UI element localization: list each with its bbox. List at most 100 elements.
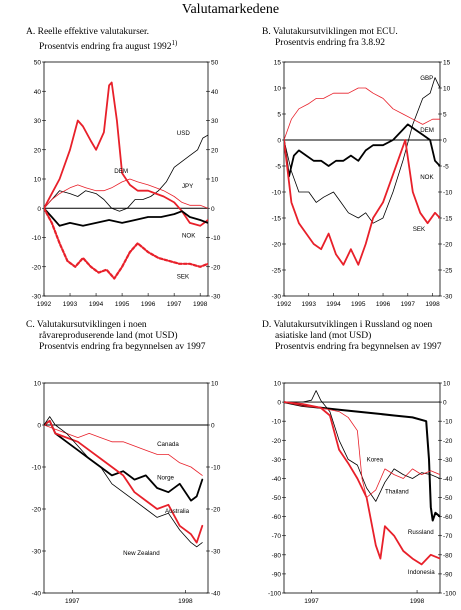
chart-title: B. Valutakursutviklingen mot ECU. Prosent… [262, 27, 398, 49]
y-tick-label-right: -10 [443, 190, 453, 197]
series-label: USD [177, 130, 191, 137]
y-tick-label-left: 20 [34, 147, 42, 154]
y-tick-label-left: 0 [277, 400, 281, 407]
y-tick-label-left: -70 [272, 533, 282, 540]
y-tick-label-right: -70 [443, 533, 453, 540]
series-group [284, 390, 440, 566]
y-tick-label-right: 10 [211, 381, 219, 388]
y-tick-label-left: 15 [274, 60, 282, 67]
series-line-norge [44, 419, 204, 502]
y-tick-label-left: -5 [275, 164, 281, 171]
series-label: Thailand [385, 489, 409, 496]
x-tick-label: 1997 [304, 598, 319, 605]
y-tick-label-right: 5 [443, 112, 447, 119]
y-tick-label-left: -60 [272, 514, 282, 521]
y-tick-label-left: -15 [272, 216, 282, 223]
chart-title-text: Prosentvis endring fra 3.8.92 [275, 38, 386, 48]
series-group [44, 81, 208, 280]
series-label: DEM [114, 168, 128, 175]
chart-title-line: Prosentvis endring fra august 19921) [26, 38, 177, 53]
chart-title-line: B. Valutakursutviklingen mot ECU. [262, 27, 398, 38]
plot-frame [283, 382, 441, 594]
series-label: Canada [157, 441, 179, 448]
y-tick-label-left: -50 [272, 495, 282, 502]
y-tick-label-left: 0 [277, 138, 281, 145]
chart-title-line: råvareproduserende land (mot USD) [26, 331, 205, 342]
y-tick-label-left: -20 [32, 264, 42, 271]
chart-title-line: Prosentvis endring fra begynnelsen av 19… [26, 342, 205, 353]
series-label: JPY [182, 183, 193, 190]
series-label: Indonesia [408, 569, 435, 576]
y-tick-label-right: -10 [443, 419, 453, 426]
y-tick-label-right: -60 [443, 514, 453, 521]
plot-frame [283, 61, 441, 297]
chart-title-text: D. Valutakursutviklingen i Russland og n… [262, 320, 433, 330]
x-tick-label: 1995 [351, 301, 366, 308]
series-label: GBP [420, 75, 433, 82]
y-tick-label-right: -20 [211, 507, 221, 514]
x-tick-label: 1998 [410, 598, 425, 605]
chart-title-text: Prosentvis endring fra august 1992 [39, 42, 172, 53]
y-tick-label-right: -20 [211, 264, 221, 271]
series-label: SEK [413, 226, 426, 233]
y-tick-label-right: -25 [443, 268, 453, 275]
series-label: NOK [420, 174, 434, 181]
y-tick-label-left: -30 [272, 457, 282, 464]
chart-title: D. Valutakursutviklingen i Russland og n… [262, 320, 441, 353]
y-tick-label-left: 5 [277, 112, 281, 119]
series-line-russland [284, 401, 440, 522]
y-tick-label-left: -90 [272, 571, 282, 578]
y-tick-label-right: -30 [443, 294, 453, 301]
y-tick-label-right: -10 [211, 235, 221, 242]
series-label: DEM [420, 127, 434, 134]
series-line-sek [284, 139, 440, 266]
chart-title-line: asiatiske land (mot USD) [262, 331, 441, 342]
y-tick-label-right: 0 [443, 400, 447, 407]
y-tick-label-right: 0 [211, 423, 215, 430]
y-tick-label-left: 40 [34, 89, 42, 96]
series-line-usd [44, 134, 208, 212]
x-tick-label: 1992 [277, 301, 292, 308]
chart-title: A. Reelle effektive valutakurser. Prosent… [26, 27, 177, 53]
y-tick-label-right: -5 [443, 164, 449, 171]
y-tick-label-left: -10 [272, 190, 282, 197]
y-tick-label-left: -30 [272, 294, 282, 301]
y-tick-label-left: -25 [272, 268, 282, 275]
x-tick-label: 1998 [178, 598, 193, 605]
series-label: SEK [177, 273, 190, 280]
y-tick-label-left: -40 [32, 591, 42, 598]
chart-title-text: A. Reelle effektive valutakurser. [26, 27, 150, 37]
series-label: Russland [408, 529, 434, 536]
series-line-nok [284, 123, 440, 178]
chart-title-line: D. Valutakursutviklingen i Russland og n… [262, 320, 441, 331]
y-tick-label-left: -10 [32, 465, 42, 472]
x-tick-label: 1996 [141, 301, 156, 308]
series-line-nok [44, 207, 208, 227]
chart-title-line: Prosentvis endring fra begynnelsen av 19… [262, 342, 441, 353]
x-tick-label: 1994 [89, 301, 104, 308]
series-line-dem [284, 87, 440, 141]
series-label: Korea [367, 456, 384, 463]
y-tick-label-right: -50 [443, 495, 453, 502]
x-tick-label: 1993 [63, 301, 78, 308]
series-line-new-zealand [44, 416, 203, 548]
y-tick-label-left: 50 [34, 60, 42, 67]
y-tick-label-left: -10 [272, 419, 282, 426]
y-tick-label-left: -20 [272, 438, 282, 445]
y-tick-label-left: 10 [274, 86, 282, 93]
series-label: Australia [165, 508, 190, 515]
chart-title-text: Prosentvis endring fra begynnelsen av 19… [275, 342, 442, 352]
series-label: Norge [157, 475, 174, 482]
series-line-indonesia [284, 401, 440, 566]
series-line-australia [44, 419, 204, 544]
x-tick-label: 1995 [115, 301, 130, 308]
series-line-korea [284, 401, 440, 498]
y-tick-label-right: -30 [443, 457, 453, 464]
y-tick-label-left: 10 [34, 381, 42, 388]
page-title: Valutamarkedene [181, 2, 280, 17]
x-tick-label: 1997 [65, 598, 80, 605]
